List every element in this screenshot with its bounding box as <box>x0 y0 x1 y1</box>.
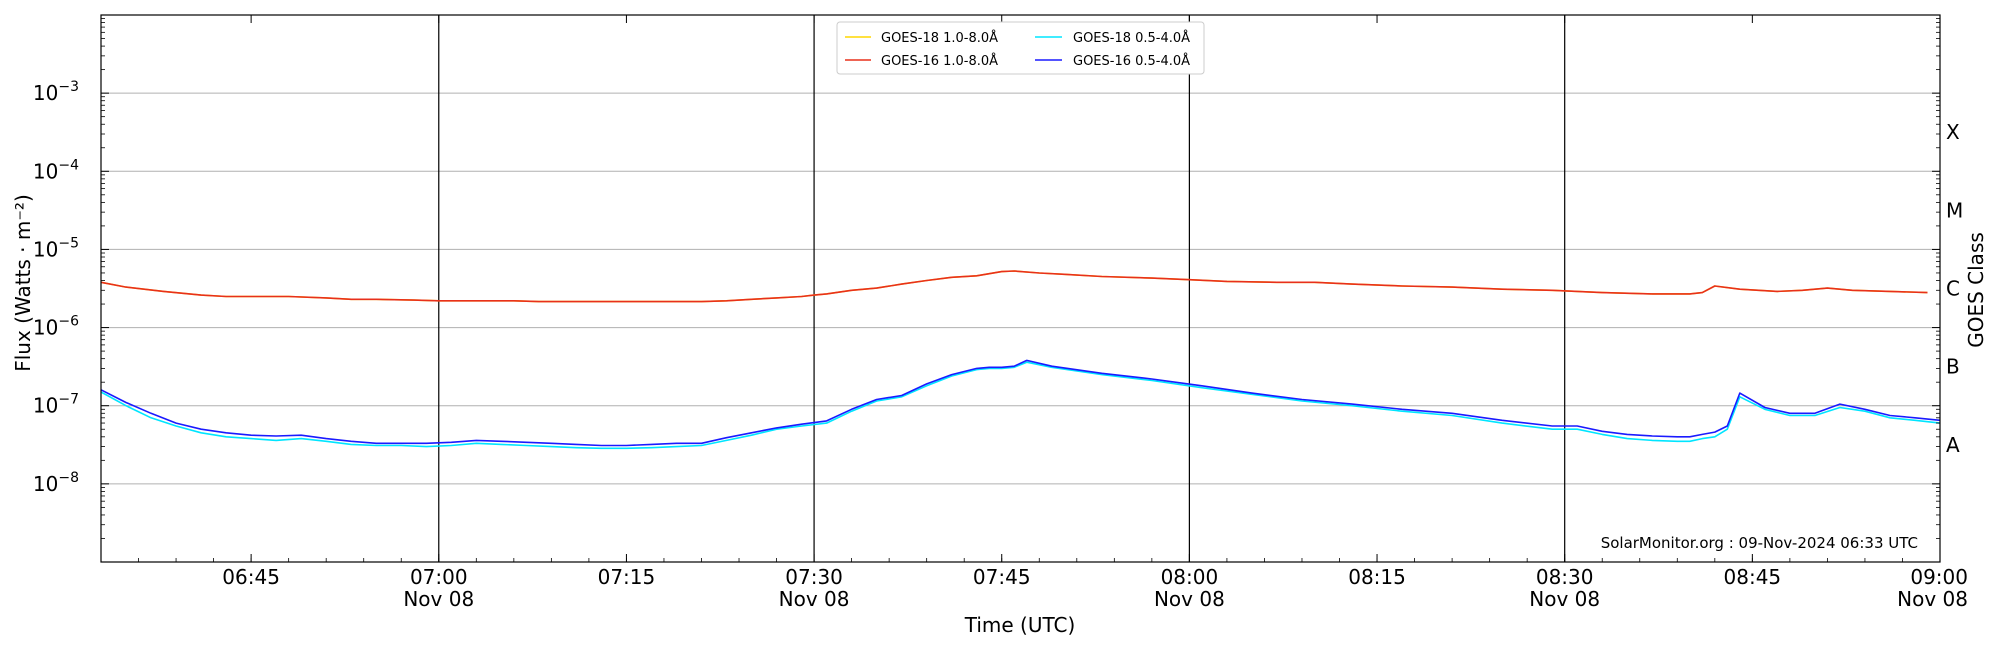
y-tick-label: 10−8 <box>33 470 79 496</box>
x-axis-title: Time (UTC) <box>964 613 1076 637</box>
x-tick-label: 08:45 <box>1724 565 1782 589</box>
goes-class-label: B <box>1946 355 1960 379</box>
x-tick-label: 06:45 <box>222 565 280 589</box>
x-tick-date-label: Nov 08 <box>1529 587 1600 611</box>
y-tick-label: 10−4 <box>33 157 79 183</box>
x-tick-label: 07:15 <box>598 565 656 589</box>
x-tick-date-label: Nov 08 <box>1154 587 1225 611</box>
series-line-2 <box>100 361 1941 450</box>
legend-label-goes16-long: GOES-16 1.0-8.0Å <box>881 53 998 69</box>
grid-layer <box>101 15 1940 562</box>
legend-label-goes16-short: GOES-16 0.5-4.0Å <box>1073 53 1190 69</box>
series-layer <box>100 270 1941 450</box>
goes-class-label: A <box>1946 433 1960 457</box>
goes-class-label: C <box>1946 277 1960 301</box>
x-tick-label: 08:30 <box>1536 565 1594 589</box>
legend: GOES-18 1.0-8.0Å GOES-16 1.0-8.0Å GOES-1… <box>836 21 1205 75</box>
x-tick-label: 08:15 <box>1348 565 1406 589</box>
credit-text: SolarMonitor.org : 09-Nov-2024 06:33 UTC <box>1601 534 1918 552</box>
y-tick-label: 10−6 <box>33 314 79 340</box>
x-tick-label: 08:00 <box>1161 565 1219 589</box>
series-line-1 <box>100 270 1928 303</box>
y-tick-label: 10−5 <box>33 235 79 261</box>
x-tick-label: 07:30 <box>785 565 843 589</box>
x-tick-date-label: Nov 08 <box>1897 587 1968 611</box>
y-axis-title: Flux (Watts · m⁻²) <box>11 194 35 372</box>
goes-class-label: X <box>1946 120 1960 144</box>
y-tick-label: 10−3 <box>33 79 79 105</box>
x-tick-label: 07:45 <box>973 565 1031 589</box>
legend-label-goes18-long: GOES-18 1.0-8.0Å <box>881 30 998 46</box>
x-tick-date-label: Nov 08 <box>779 587 850 611</box>
goes-class-label: M <box>1946 198 1963 222</box>
plot-frame <box>100 14 1941 563</box>
y-tick-label: 10−7 <box>33 392 79 418</box>
x-tick-date-label: Nov 08 <box>403 587 474 611</box>
series-line-3 <box>100 359 1941 447</box>
legend-box <box>836 21 1205 75</box>
x-tick-label: 09:00 <box>1910 565 1968 589</box>
goes-class-axis-title: GOES Class <box>1964 232 1988 348</box>
legend-label-goes18-short: GOES-18 0.5-4.0Å <box>1073 30 1190 46</box>
x-tick-label: 07:00 <box>410 565 468 589</box>
